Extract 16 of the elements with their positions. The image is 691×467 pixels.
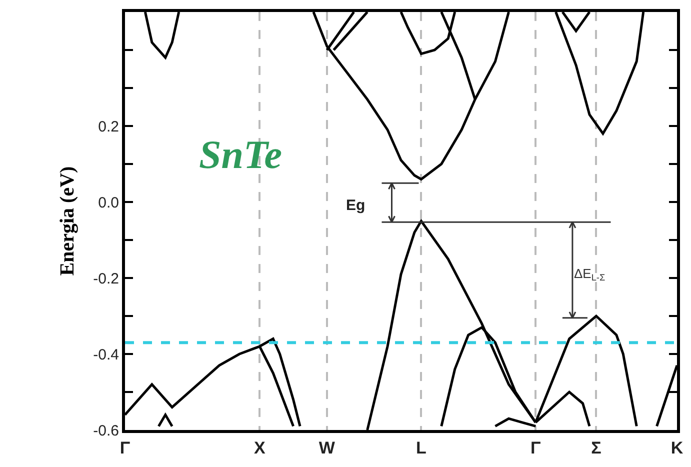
x-tick-label: W xyxy=(318,438,336,458)
annotation: Eg xyxy=(346,197,366,214)
annotation: SnTe xyxy=(199,132,282,177)
x-tick-label: L xyxy=(416,438,426,458)
y-axis-title: Energia (eV) xyxy=(56,166,79,276)
x-tick-label: Σ xyxy=(591,438,602,458)
annotation: ΔE$_{L-Σ}$ xyxy=(574,266,606,283)
y-tick-label: -0.2 xyxy=(93,270,119,288)
y-tick-label: 0.2 xyxy=(98,118,119,136)
y-tick-label: -0.6 xyxy=(93,422,119,440)
x-tick-label: Γ xyxy=(120,438,130,458)
x-tick-label: X xyxy=(254,438,266,458)
x-tick-label: Γ xyxy=(530,438,541,458)
y-tick-label: 0.0 xyxy=(98,194,119,212)
y-tick-label: -0.4 xyxy=(93,346,119,364)
x-tick-label: K xyxy=(670,438,684,458)
